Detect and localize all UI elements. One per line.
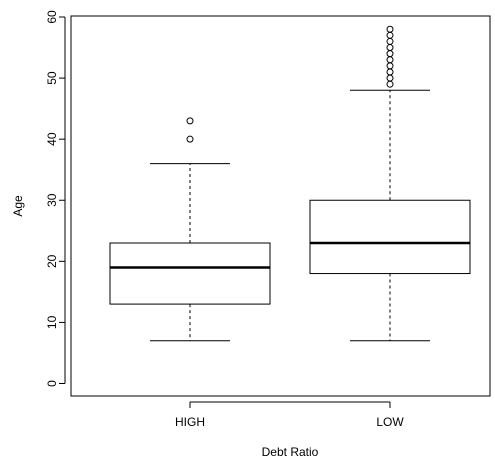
outlier-point (386, 56, 394, 64)
plot-frame (70, 15, 491, 397)
y-tick-label: 50 (45, 71, 59, 85)
boxes (109, 25, 471, 342)
x-axis-label: Debt Ratio (262, 445, 319, 459)
outlier-point (386, 37, 394, 45)
y-axis-label: Age (11, 195, 25, 217)
outlier-point (386, 80, 394, 88)
y-tick-label: 0 (45, 380, 59, 387)
iqr-box (109, 242, 271, 305)
outlier-point (386, 62, 394, 70)
outlier-point (386, 50, 394, 58)
y-tick-label: 30 (45, 193, 59, 207)
outlier-point (186, 117, 194, 125)
y-tick-label: 60 (45, 10, 59, 24)
x-tick-label-low: LOW (376, 415, 404, 429)
y-axis: 0 10 20 30 40 50 60 (45, 10, 66, 387)
box-low (309, 25, 471, 342)
outlier-point (386, 44, 394, 52)
x-axis: HIGH LOW (175, 401, 404, 429)
outlier-point (386, 31, 394, 39)
outlier-point (386, 74, 394, 82)
x-tick-label-high: HIGH (175, 415, 205, 429)
y-tick-label: 10 (45, 315, 59, 329)
outlier-point (386, 25, 394, 33)
y-tick-label: 40 (45, 132, 59, 146)
outlier-point (186, 135, 194, 143)
outlier-point (386, 68, 394, 76)
iqr-box (309, 199, 471, 275)
box-high (109, 117, 271, 342)
y-tick-label: 20 (45, 254, 59, 268)
